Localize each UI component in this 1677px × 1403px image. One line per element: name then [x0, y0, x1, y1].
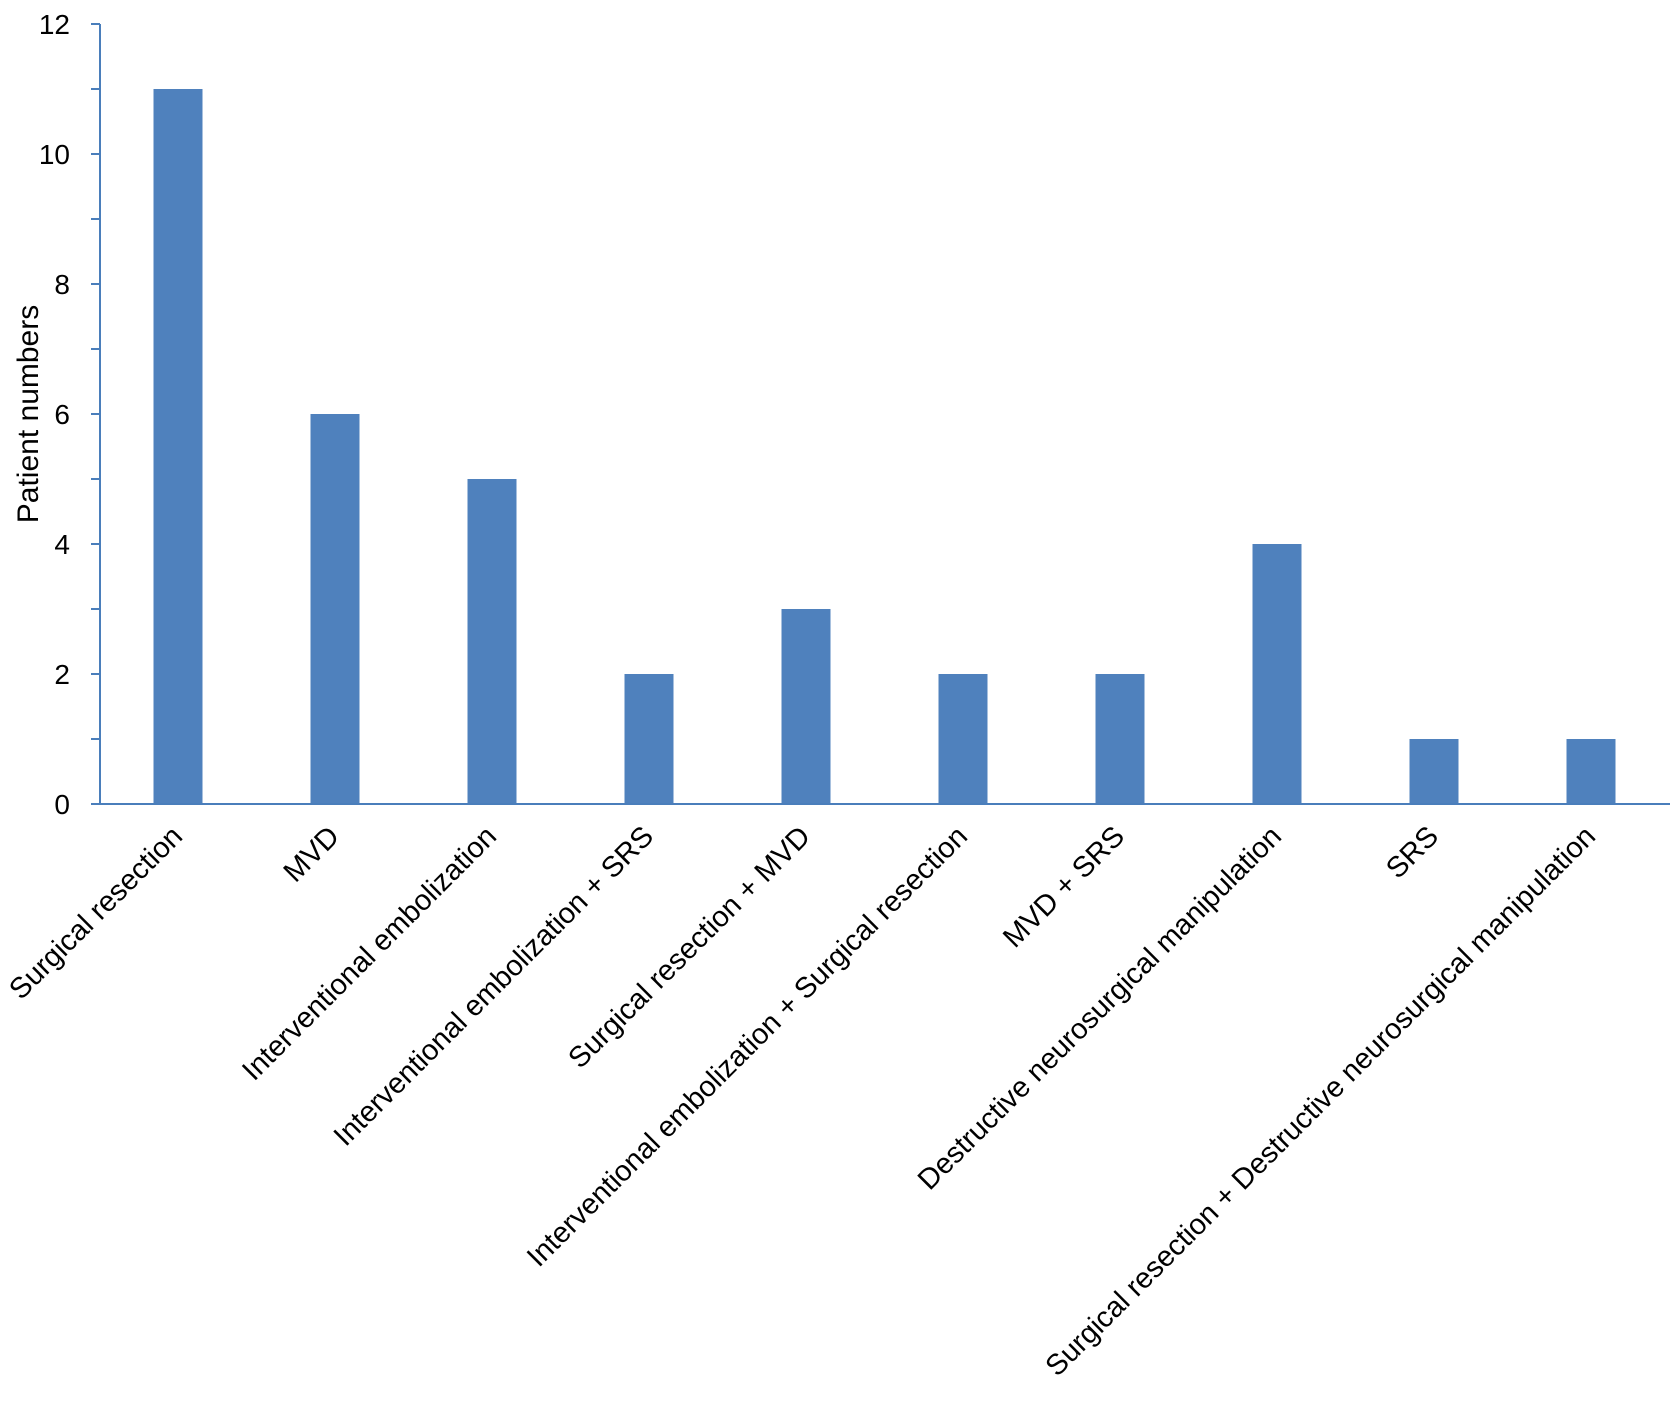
bar-5: [938, 674, 988, 804]
x-category-label-7: Destructive neurosurgical manipulation: [912, 820, 1288, 1196]
axes-layer: [91, 23, 1670, 805]
x-category-label-0: Surgical resection: [3, 820, 189, 1006]
x-category-label-6: MVD + SRS: [997, 820, 1131, 954]
bar-3: [624, 674, 674, 804]
x-category-label-1: MVD: [278, 820, 346, 888]
y-tick-label-0: 0: [54, 789, 70, 820]
x-category-label-3: Interventional embolization + SRS: [328, 820, 660, 1152]
x-category-label-2: Interventional embolization: [236, 820, 503, 1087]
bar-7: [1252, 544, 1302, 804]
x-category-label-8: SRS: [1380, 820, 1445, 885]
bar-9: [1566, 739, 1616, 804]
y-axis-title: Patient numbers: [12, 305, 45, 523]
y-tick-label-6: 6: [54, 399, 70, 430]
y-tick-label-10: 10: [39, 139, 70, 170]
bars-layer: [153, 89, 1616, 804]
bar-0: [153, 89, 203, 804]
y-tick-label-2: 2: [54, 659, 70, 690]
y-tick-label-12: 12: [39, 9, 70, 40]
bar-8: [1409, 739, 1459, 804]
bar-6: [1095, 674, 1145, 804]
bar-4: [781, 609, 831, 804]
y-tick-label-8: 8: [54, 269, 70, 300]
bar-2: [467, 479, 517, 804]
x-category-label-9: Surgical resection + Destructive neurosu…: [1040, 820, 1602, 1382]
y-tick-label-4: 4: [54, 529, 70, 560]
bar-1: [310, 414, 360, 804]
